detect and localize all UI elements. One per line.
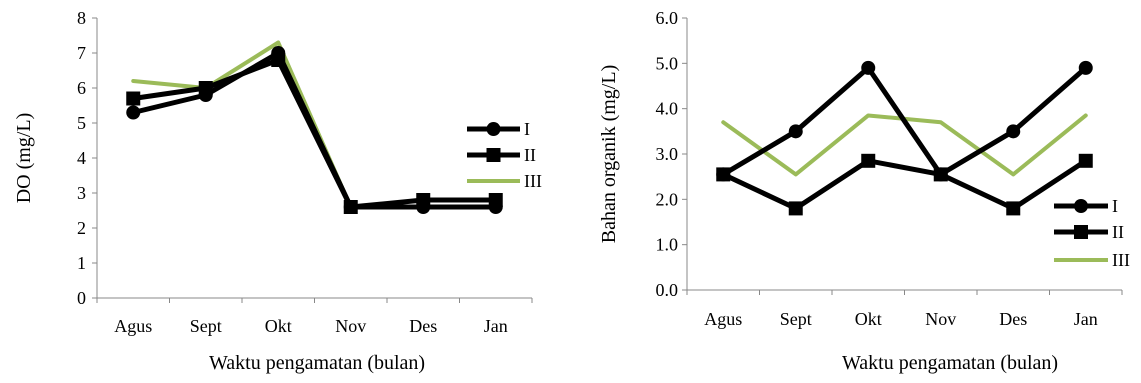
x-tick-label: Okt <box>265 316 292 336</box>
data-point-II <box>788 201 803 216</box>
data-point-I <box>1006 124 1021 139</box>
y-axis-title: Bahan organik (mg/L) <box>598 65 620 243</box>
data-point-I <box>933 167 948 182</box>
y-tick-label: 1.0 <box>656 235 679 255</box>
data-point-I <box>198 88 213 102</box>
x-tick-label: Nov <box>925 309 956 329</box>
legend-label: II <box>524 145 536 165</box>
x-tick-label: Okt <box>855 309 882 329</box>
legend-marker-I <box>486 122 501 136</box>
x-tick-label: Jan <box>1074 309 1098 329</box>
x-tick-label: Nov <box>335 316 366 336</box>
organic-matter-chart: 0.0 1.0 2.0 3.0 4.0 5.0 6.0 Agus Sept Okt Nov Des Ja… <box>598 8 1130 374</box>
data-point-I <box>126 105 141 120</box>
data-point-I <box>488 200 503 214</box>
y-tick-label: 6 <box>77 78 86 98</box>
data-point-I <box>1078 60 1093 75</box>
series-line-I <box>720 65 1089 177</box>
y-tick-label: 0.0 <box>656 280 679 300</box>
y-tick-label: 7 <box>77 43 86 63</box>
y-tick-label: 5 <box>77 113 86 133</box>
x-tick-label: Des <box>409 316 437 336</box>
data-point-I <box>788 124 803 139</box>
legend-label: I <box>1112 196 1118 216</box>
legend-marker-II <box>486 148 501 162</box>
y-tick-label: 6.0 <box>656 8 679 28</box>
x-tick-label: Sept <box>190 316 222 336</box>
y-tick-label: 1 <box>77 253 86 273</box>
y-tick-label: 3 <box>77 183 86 203</box>
y-axis-title: DO (mg/L) <box>13 113 35 204</box>
y-tick-label: 4.0 <box>656 99 679 119</box>
y-tick-label: 2 <box>77 218 86 238</box>
data-point-I <box>716 167 731 182</box>
x-tick-label: Agus <box>704 309 742 329</box>
y-tick-label: 2.0 <box>656 189 679 209</box>
legend-label: II <box>1112 222 1124 242</box>
x-tick-label: Des <box>999 309 1027 329</box>
data-point-II <box>1078 153 1093 168</box>
x-axis-title: Waktu pengamatan (bulan) <box>842 352 1058 374</box>
y-tick-label: 8 <box>77 8 86 28</box>
x-axis-title: Waktu pengamatan (bulan) <box>209 352 425 374</box>
x-tick-label: Sept <box>780 309 812 329</box>
y-tick-label: 3.0 <box>656 144 679 164</box>
series-line-II <box>720 158 1089 211</box>
data-point-II <box>861 153 876 168</box>
legend-marker-II <box>1074 225 1088 239</box>
y-tick-label: 4 <box>77 148 86 168</box>
series-line-I <box>130 50 499 210</box>
data-point-I <box>861 60 876 75</box>
legend-marker-I <box>1074 199 1088 213</box>
data-point-II <box>126 91 141 106</box>
data-point-II <box>1006 201 1021 216</box>
y-tick-label: 5.0 <box>656 53 679 73</box>
data-point-I <box>271 46 286 60</box>
legend-label: III <box>1112 250 1130 270</box>
legend-label: III <box>524 171 542 191</box>
do-chart: 0 1 2 3 4 5 6 7 8 Agus Sept Okt Nov Des Jan Waktu penga… <box>13 8 542 374</box>
x-tick-label: Agus <box>114 316 152 336</box>
y-tick-label: 0 <box>77 288 86 308</box>
data-point-I <box>343 200 358 214</box>
data-point-I <box>416 200 431 214</box>
x-tick-label: Jan <box>484 316 508 336</box>
legend-label: I <box>524 119 530 139</box>
